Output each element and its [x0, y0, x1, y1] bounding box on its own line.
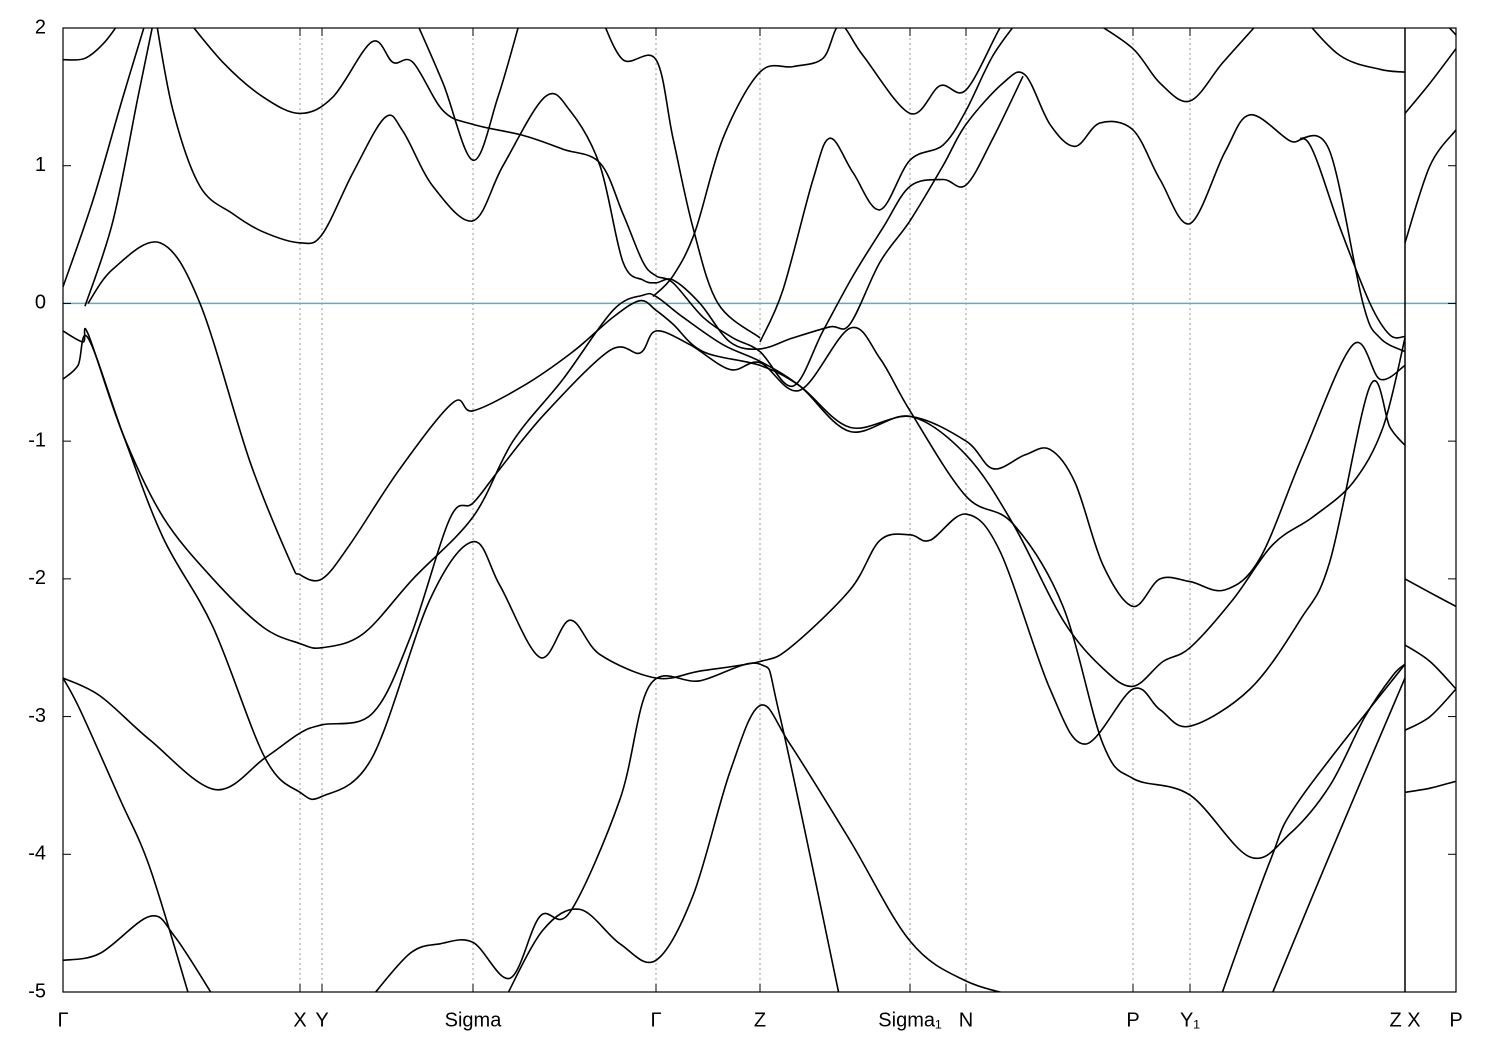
band-line — [1404, 129, 1456, 244]
band-line — [63, 677, 189, 992]
x-tick-label: P — [1126, 1009, 1139, 1031]
axes: Γ X Y Sigma Γ Z Sigma₁ N P Y₁ Z X P -5 -4 -3 -2 -1 0 1 2 — [28, 16, 1462, 1031]
band-line — [63, 334, 1406, 801]
band-line — [156, 28, 1406, 350]
band-line — [652, 28, 1001, 298]
grid — [63, 28, 1456, 992]
band-line — [1404, 688, 1456, 732]
band-line — [507, 704, 1004, 992]
band-line — [759, 28, 1014, 343]
bands — [63, 28, 1456, 992]
band-line — [1404, 644, 1456, 690]
band-line — [63, 28, 145, 288]
band-line — [1404, 780, 1456, 794]
band-line — [63, 28, 117, 61]
x-tick-label: Z — [754, 1009, 766, 1031]
x-tick-label: Y₁ — [1180, 1009, 1200, 1031]
band-line — [192, 28, 1024, 387]
band-line — [418, 28, 519, 161]
y-tick-label: -1 — [28, 429, 46, 451]
x-tick-label: Sigma — [445, 1009, 503, 1031]
band-line — [374, 662, 840, 992]
x-tick-label: Sigma₁ — [878, 1009, 942, 1031]
y-tick-label: -4 — [28, 843, 46, 865]
band-line — [1299, 134, 1406, 353]
x-tick-label: Γ — [57, 1009, 68, 1031]
y-tick-label: 0 — [35, 292, 46, 314]
band-line — [63, 292, 1406, 688]
x-tick-label: Γ — [650, 1009, 661, 1031]
band-line — [604, 28, 761, 339]
band-line — [1404, 578, 1456, 608]
plot-frame — [62, 27, 1457, 993]
x-tick-label: X — [293, 1009, 306, 1031]
y-tick-label: -5 — [28, 980, 46, 1002]
x-tick-label: Y — [315, 1009, 328, 1031]
x-tick-label: Z X — [1389, 1009, 1420, 1031]
band-line — [84, 28, 153, 307]
x-tick-label: P — [1449, 1009, 1462, 1031]
band-line — [1271, 677, 1406, 992]
x-tick-label: N — [959, 1009, 973, 1031]
band-line — [1221, 663, 1406, 992]
y-tick-label: -3 — [28, 705, 46, 727]
band-line — [1404, 48, 1456, 114]
band-line — [63, 915, 212, 992]
band-line — [1102, 28, 1255, 103]
band-line — [63, 326, 1406, 860]
y-tick-label: 2 — [35, 16, 46, 38]
y-tick-label: 1 — [35, 154, 46, 176]
band-line — [87, 241, 1406, 608]
y-tick-label: -2 — [28, 567, 46, 589]
band-line — [1448, 28, 1456, 36]
band-line — [1311, 28, 1406, 73]
